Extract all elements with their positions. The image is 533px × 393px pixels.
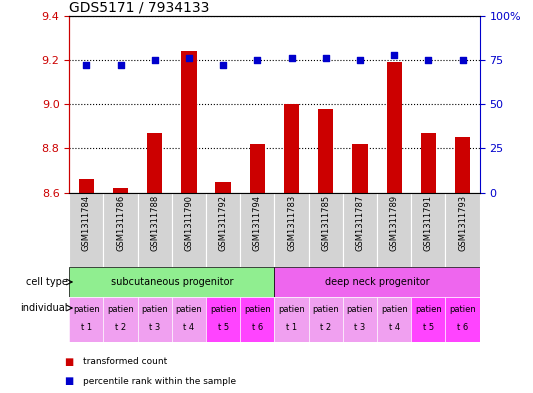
Text: transformed count: transformed count xyxy=(83,357,167,366)
Text: cell type: cell type xyxy=(26,277,68,287)
Bar xyxy=(249,144,265,193)
Bar xyxy=(215,182,231,193)
Text: patien: patien xyxy=(175,305,203,314)
Bar xyxy=(69,297,103,342)
Point xyxy=(424,57,433,63)
Text: t 6: t 6 xyxy=(457,323,468,332)
Point xyxy=(82,62,91,68)
Text: t 6: t 6 xyxy=(252,323,263,332)
Point xyxy=(321,55,330,61)
Bar xyxy=(411,193,446,267)
Bar xyxy=(240,193,274,267)
Text: ■: ■ xyxy=(64,376,73,386)
Text: GSM1311794: GSM1311794 xyxy=(253,195,262,251)
Text: patien: patien xyxy=(244,305,271,314)
Text: patien: patien xyxy=(415,305,442,314)
Bar xyxy=(343,297,377,342)
Bar xyxy=(352,144,368,193)
Text: t 4: t 4 xyxy=(183,323,195,332)
Text: t 4: t 4 xyxy=(389,323,400,332)
Bar xyxy=(309,297,343,342)
Text: patien: patien xyxy=(141,305,168,314)
Bar xyxy=(103,193,138,267)
Text: individual: individual xyxy=(20,303,68,313)
Text: GSM1311792: GSM1311792 xyxy=(219,195,228,251)
Bar xyxy=(274,267,480,297)
Text: patien: patien xyxy=(381,305,408,314)
Bar xyxy=(446,297,480,342)
Text: GSM1311787: GSM1311787 xyxy=(356,195,365,251)
Text: ■: ■ xyxy=(64,356,73,367)
Text: GSM1311789: GSM1311789 xyxy=(390,195,399,251)
Bar xyxy=(113,188,128,193)
Text: t 3: t 3 xyxy=(149,323,160,332)
Text: GDS5171 / 7934133: GDS5171 / 7934133 xyxy=(69,0,209,15)
Bar xyxy=(318,108,334,193)
Point xyxy=(287,55,296,61)
Point xyxy=(150,57,159,63)
Text: t 5: t 5 xyxy=(423,323,434,332)
Bar xyxy=(181,51,197,193)
Text: GSM1311790: GSM1311790 xyxy=(184,195,193,251)
Point xyxy=(185,55,193,61)
Text: t 2: t 2 xyxy=(320,323,332,332)
Bar xyxy=(421,133,436,193)
Bar xyxy=(138,193,172,267)
Bar xyxy=(147,133,163,193)
Text: patien: patien xyxy=(312,305,339,314)
Text: t 2: t 2 xyxy=(115,323,126,332)
Text: percentile rank within the sample: percentile rank within the sample xyxy=(83,377,236,386)
Bar xyxy=(309,193,343,267)
Text: t 1: t 1 xyxy=(81,323,92,332)
Text: patien: patien xyxy=(107,305,134,314)
Point xyxy=(390,51,399,58)
Bar xyxy=(274,297,309,342)
Text: GSM1311788: GSM1311788 xyxy=(150,195,159,251)
Text: GSM1311784: GSM1311784 xyxy=(82,195,91,251)
Text: GSM1311785: GSM1311785 xyxy=(321,195,330,251)
Text: GSM1311783: GSM1311783 xyxy=(287,195,296,251)
Bar xyxy=(411,297,446,342)
Bar xyxy=(446,193,480,267)
Bar xyxy=(455,137,470,193)
Text: patien: patien xyxy=(346,305,374,314)
Text: t 3: t 3 xyxy=(354,323,366,332)
Point xyxy=(116,62,125,68)
Bar xyxy=(206,297,240,342)
Text: GSM1311793: GSM1311793 xyxy=(458,195,467,251)
Bar xyxy=(284,104,300,193)
Text: deep neck progenitor: deep neck progenitor xyxy=(325,277,430,287)
Text: patien: patien xyxy=(449,305,476,314)
Bar xyxy=(206,193,240,267)
Text: patien: patien xyxy=(73,305,100,314)
Point xyxy=(356,57,364,63)
Point xyxy=(253,57,262,63)
Text: patien: patien xyxy=(278,305,305,314)
Bar xyxy=(103,297,138,342)
Bar xyxy=(274,193,309,267)
Bar xyxy=(377,193,411,267)
Bar xyxy=(343,193,377,267)
Text: patien: patien xyxy=(210,305,237,314)
Bar xyxy=(69,193,103,267)
Bar xyxy=(138,297,172,342)
Text: GSM1311786: GSM1311786 xyxy=(116,195,125,251)
Point xyxy=(219,62,228,68)
Point xyxy=(458,57,467,63)
Bar xyxy=(172,297,206,342)
Bar xyxy=(240,297,274,342)
Bar xyxy=(69,267,274,297)
Text: t 1: t 1 xyxy=(286,323,297,332)
Text: subcutaneous progenitor: subcutaneous progenitor xyxy=(111,277,233,287)
Bar xyxy=(79,179,94,193)
Bar xyxy=(386,62,402,193)
Text: t 5: t 5 xyxy=(217,323,229,332)
Bar xyxy=(377,297,411,342)
Text: GSM1311791: GSM1311791 xyxy=(424,195,433,251)
Bar xyxy=(172,193,206,267)
